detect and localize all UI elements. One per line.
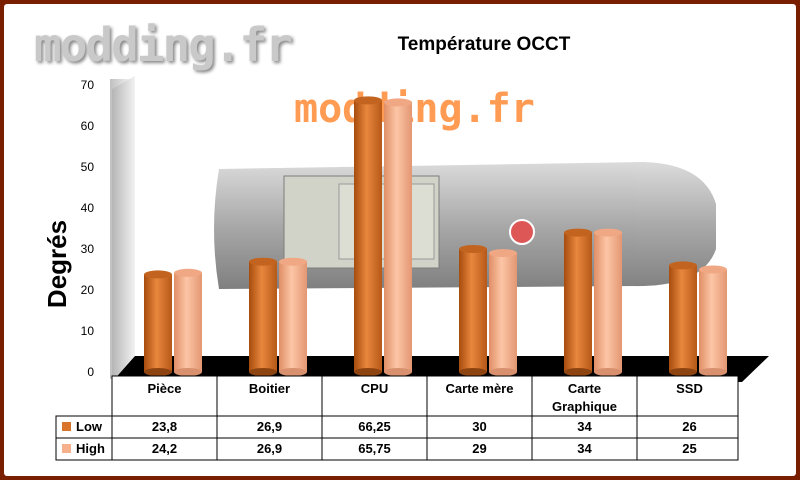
- bar-base: [669, 368, 697, 376]
- bar-cap: [249, 257, 277, 266]
- legend-swatch-low: [62, 422, 71, 431]
- bar-high: [594, 232, 622, 372]
- category-label: SSD: [676, 381, 703, 396]
- bar-cap: [144, 270, 172, 279]
- y-tick-label: 30: [81, 242, 95, 256]
- category-label: Graphique: [552, 399, 617, 414]
- data-label: 26,9: [257, 419, 282, 434]
- y-tick-label: 0: [87, 365, 94, 379]
- data-label: 34: [577, 441, 592, 456]
- y-tick-label: 40: [81, 201, 95, 215]
- watermark-text: modding.fr: [294, 86, 535, 132]
- data-label: 24,2: [152, 441, 177, 456]
- data-label: 26: [682, 419, 696, 434]
- chart-panel: modding.fr: [4, 4, 796, 476]
- modding-logo: modding.fr: [34, 18, 293, 72]
- bar-base: [354, 368, 382, 376]
- bar-base: [459, 368, 487, 376]
- bar-high: [699, 269, 727, 372]
- bar-low: [354, 100, 382, 372]
- category-label: Carte: [568, 381, 601, 396]
- bar-base: [564, 368, 592, 376]
- y-tick-label: 60: [81, 119, 95, 133]
- bar-base: [594, 368, 622, 376]
- bar-low: [669, 265, 697, 372]
- category-label: Pièce: [148, 381, 182, 396]
- bar-low: [144, 274, 172, 372]
- bar-base: [384, 368, 412, 376]
- bar-cap: [699, 265, 727, 274]
- bar-high: [279, 261, 307, 372]
- y-tick-label: 70: [81, 78, 95, 92]
- legend-label: High: [76, 441, 105, 456]
- data-label: 23,8: [152, 419, 177, 434]
- data-label: 30: [472, 419, 486, 434]
- bar-cap: [594, 228, 622, 237]
- data-label: 25: [682, 441, 696, 456]
- bar-cap: [489, 249, 517, 258]
- category-label: Carte mère: [446, 381, 514, 396]
- chart-title: Température OCCT: [398, 34, 571, 55]
- legend-swatch-high: [62, 444, 71, 453]
- bar-base: [279, 368, 307, 376]
- y-tick-label: 50: [81, 160, 95, 174]
- data-label: 26,9: [257, 441, 282, 456]
- legend-label: Low: [76, 419, 103, 434]
- data-label: 65,75: [358, 441, 391, 456]
- category-label: Boitier: [249, 381, 290, 396]
- bar-cap: [354, 96, 382, 105]
- bar-cap: [174, 268, 202, 277]
- y-tick-label: 20: [81, 283, 95, 297]
- data-label: 34: [577, 419, 592, 434]
- bar-base: [489, 368, 517, 376]
- category-label: CPU: [361, 381, 388, 396]
- chart-svg: Température OCCT modding.fr Degrés 0 10 20…: [42, 34, 769, 461]
- table-header-row: [111, 375, 739, 417]
- data-label: 29: [472, 441, 486, 456]
- bar-cap: [279, 257, 307, 266]
- bar-base: [174, 368, 202, 376]
- bar-cap: [669, 261, 697, 270]
- bar-base: [699, 368, 727, 376]
- bar-high: [174, 272, 202, 372]
- bar-low: [459, 249, 487, 372]
- bar-cap: [459, 245, 487, 253]
- bar-high: [384, 102, 412, 373]
- bar-low: [564, 232, 592, 372]
- y-axis-label: Degrés: [42, 220, 72, 308]
- chart-side-wall: [112, 76, 135, 382]
- bar-cap: [384, 98, 412, 107]
- data-label: 66,25: [358, 419, 391, 434]
- bar-high: [489, 253, 517, 372]
- bar-base: [249, 368, 277, 376]
- bar-cap: [564, 228, 592, 237]
- y-tick-label: 10: [81, 324, 95, 338]
- bar-base: [144, 368, 172, 376]
- bar-low: [249, 261, 277, 372]
